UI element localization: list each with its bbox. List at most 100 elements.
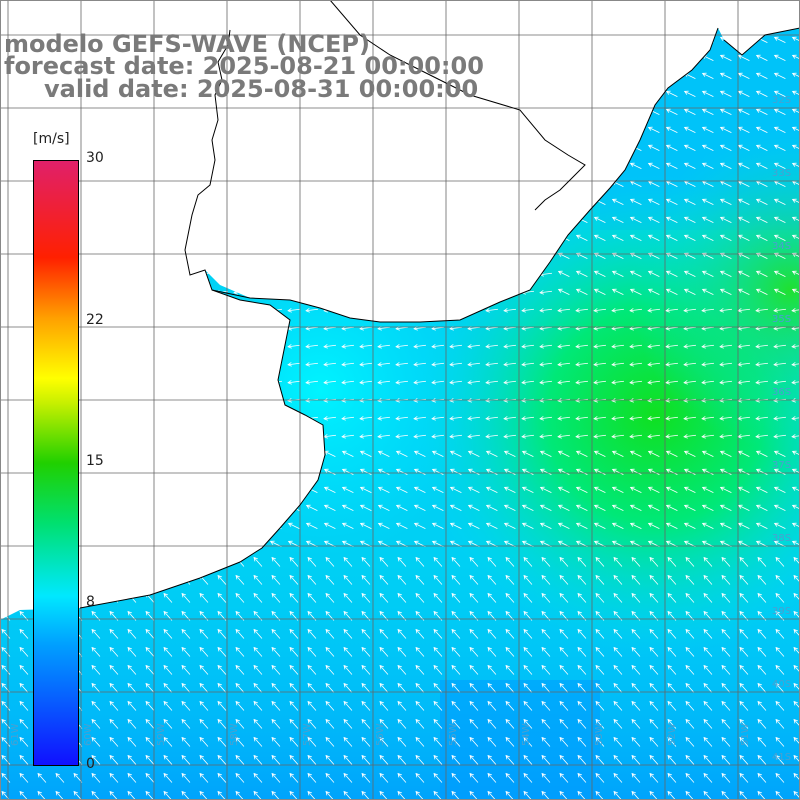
wind-arrow — [685, 646, 695, 657]
wind-arrow — [613, 592, 623, 603]
wind-arrow — [665, 468, 678, 475]
wind-arrow — [647, 504, 660, 511]
wind-arrow — [629, 162, 642, 169]
wind-arrow — [505, 628, 515, 639]
wind-arrow — [611, 450, 624, 457]
wind-arrow — [739, 754, 749, 765]
wind-arrow — [665, 270, 678, 277]
wind-arrow — [127, 736, 137, 747]
wind-arrow — [397, 700, 407, 711]
wind-arrow — [541, 646, 551, 657]
wind-arrow — [719, 308, 733, 313]
wind-arrow — [775, 556, 785, 567]
wind-arrow — [773, 380, 787, 385]
wind-arrow — [307, 556, 317, 567]
wind-arrow — [593, 288, 606, 295]
wind-arrow — [647, 486, 660, 493]
valid-date: valid date: 2025-08-31 00:00:00 — [44, 75, 479, 103]
wind-arrow — [19, 736, 29, 747]
wind-arrow — [503, 434, 517, 439]
wind-arrow — [719, 126, 732, 133]
wind-arrow — [397, 628, 407, 639]
wind-arrow — [433, 682, 443, 693]
wind-arrow — [775, 628, 785, 639]
wind-arrow — [341, 486, 354, 493]
wind-arrow — [469, 556, 479, 567]
wind-arrow — [289, 700, 299, 711]
wind-arrow — [667, 574, 677, 585]
wind-arrow — [791, 90, 800, 97]
wind-arrow — [503, 362, 517, 367]
wind-arrow — [287, 308, 301, 313]
wind-arrow — [559, 556, 569, 567]
wind-arrow — [415, 682, 425, 693]
wind-arrow — [109, 628, 119, 639]
wind-arrow — [217, 646, 227, 657]
wind-arrow — [377, 344, 391, 349]
wind-arrow — [593, 270, 606, 277]
wind-arrow — [737, 270, 750, 277]
wind-arrow — [431, 362, 445, 367]
wind-arrow — [521, 486, 534, 493]
wind-arrow — [343, 664, 353, 675]
wind-arrow — [773, 108, 786, 115]
wind-arrow — [647, 234, 660, 241]
wind-arrow — [755, 144, 768, 151]
wind-arrow — [377, 486, 390, 493]
wind-arrow — [629, 468, 642, 475]
wind-arrow — [361, 736, 371, 747]
wind-arrow — [287, 380, 301, 385]
wind-arrow — [145, 664, 155, 675]
colorbar-tick-label: 30 — [86, 150, 104, 166]
wind-arrow — [683, 468, 696, 475]
wind-arrow — [791, 234, 800, 241]
wind-arrow — [739, 628, 749, 639]
wind-arrow — [721, 718, 731, 729]
wind-arrow — [469, 754, 479, 765]
wind-arrow — [593, 468, 606, 475]
wind-arrow — [485, 504, 498, 511]
wind-arrow — [755, 434, 769, 439]
wind-arrow — [791, 362, 800, 367]
longitude-label: 51W — [740, 723, 751, 746]
wind-arrow — [359, 434, 373, 439]
wind-arrow — [755, 468, 768, 475]
wind-arrow — [667, 700, 677, 711]
wind-arrow — [503, 468, 516, 475]
colorbar-tick-label: 22 — [86, 311, 104, 328]
wind-arrow — [773, 162, 786, 169]
wind-arrow — [667, 628, 677, 639]
wind-arrow — [451, 628, 461, 639]
wind-arrow — [449, 416, 463, 421]
wind-arrow — [271, 628, 281, 639]
wind-arrow — [505, 736, 515, 747]
wind-arrow — [271, 592, 281, 603]
wind-arrow — [559, 574, 569, 585]
wind-arrow — [433, 754, 443, 765]
wind-arrow — [181, 700, 191, 711]
wind-arrow — [647, 308, 661, 313]
wind-arrow — [145, 628, 155, 639]
wind-arrow — [181, 736, 191, 747]
wind-arrow — [647, 522, 660, 529]
wind-arrow — [415, 718, 425, 729]
wind-arrow — [791, 270, 800, 277]
latitude-label: 39S — [772, 606, 792, 617]
wind-arrow — [325, 574, 335, 585]
wind-arrow — [557, 288, 570, 295]
wind-arrow — [557, 434, 571, 439]
wind-arrow — [773, 450, 786, 457]
wind-arrow — [757, 664, 767, 675]
wind-arrow — [595, 682, 605, 693]
wind-arrow — [757, 574, 767, 585]
wind-arrow — [359, 486, 372, 493]
wind-arrow — [235, 754, 245, 765]
wind-arrow — [577, 772, 587, 783]
wind-arrow — [109, 718, 119, 729]
wind-arrow — [773, 198, 786, 205]
wind-arrow — [253, 718, 263, 729]
wind-arrow — [683, 108, 696, 115]
wind-arrow — [773, 216, 786, 223]
wind-arrow — [665, 434, 679, 439]
wind-arrow — [305, 344, 319, 349]
